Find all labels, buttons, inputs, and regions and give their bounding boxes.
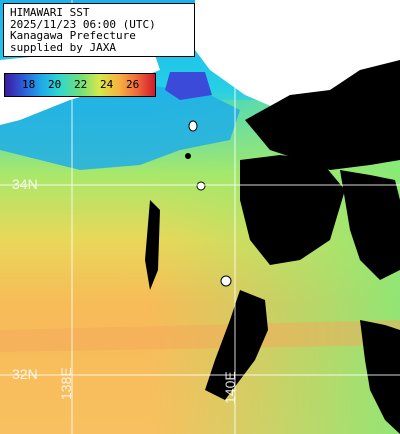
island <box>196 181 206 191</box>
cloud-mask-north <box>245 60 400 170</box>
cloud-mask-east <box>340 170 400 280</box>
colorbar-tick: 26 <box>126 78 140 91</box>
colorbar: 18 20 22 24 26 <box>4 73 156 97</box>
island <box>220 275 232 287</box>
warm-band <box>0 320 400 352</box>
info-title: HIMAWARI SST <box>10 6 90 19</box>
colorbar-tick: 24 <box>100 78 114 91</box>
info-box: HIMAWARI SST 2025/11/23 06:00 (UTC) Kana… <box>3 3 195 57</box>
info-source: supplied by JAXA <box>10 40 116 54</box>
colorbar-tick: 22 <box>74 78 88 91</box>
cloud-mask-center <box>240 155 345 265</box>
cool-water-zone <box>0 85 240 170</box>
cloud-mask-southeast <box>360 320 400 434</box>
land-area <box>195 0 400 110</box>
lon-label-140e: 140E <box>222 371 238 404</box>
lat-label-34n: 34N <box>12 176 38 192</box>
cloud-mask-west <box>145 200 160 290</box>
info-timestamp: 2025/11/23 06:00 (UTC) <box>10 17 156 31</box>
colorbar-gradient <box>5 74 155 96</box>
lat-label-32n: 32N <box>12 366 38 382</box>
colorbar-tick: 20 <box>48 78 62 91</box>
island <box>185 153 191 159</box>
colorbar-tick: 18 <box>22 78 36 91</box>
cloud-mask-south <box>205 290 268 400</box>
info-region: Kanagawa Prefecture <box>10 29 136 42</box>
lon-label-138e: 138E <box>58 367 74 400</box>
cold-bay-water <box>165 72 212 100</box>
island <box>188 120 198 132</box>
